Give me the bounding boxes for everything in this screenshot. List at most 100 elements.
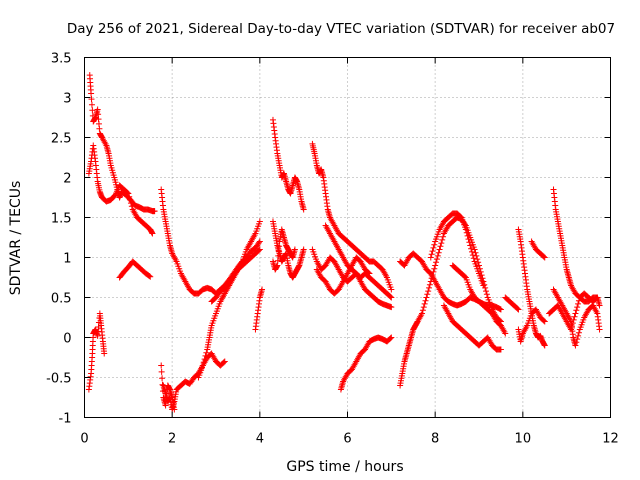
data-point bbox=[426, 281, 433, 288]
series-s17 bbox=[313, 254, 373, 297]
data-point bbox=[596, 302, 603, 309]
data-point bbox=[572, 342, 579, 349]
data-point bbox=[575, 300, 582, 307]
series-s12 bbox=[269, 218, 307, 281]
data-point bbox=[146, 273, 153, 280]
data-point bbox=[431, 241, 438, 248]
data-point bbox=[127, 200, 134, 207]
series-s10 bbox=[252, 286, 266, 333]
data-point bbox=[158, 362, 165, 369]
data-point bbox=[431, 265, 438, 272]
data-point bbox=[575, 332, 582, 339]
data-point bbox=[433, 259, 440, 266]
data-point bbox=[388, 294, 395, 301]
data-point bbox=[468, 245, 475, 252]
data-point bbox=[419, 307, 426, 314]
data-point bbox=[159, 381, 166, 388]
data-point bbox=[465, 236, 472, 243]
y-tick-label: -1 bbox=[59, 412, 72, 427]
x-tick-label: 4 bbox=[256, 432, 264, 447]
data-point bbox=[573, 339, 580, 346]
data-point bbox=[200, 359, 207, 366]
y-axis-label: SDTVAR / TECUs bbox=[8, 181, 24, 296]
data-point bbox=[480, 282, 487, 289]
data-point bbox=[461, 273, 468, 280]
series-s02 bbox=[85, 142, 156, 237]
data-point bbox=[388, 334, 395, 341]
data-point bbox=[573, 307, 580, 314]
data-point bbox=[570, 316, 577, 323]
data-point bbox=[387, 293, 394, 300]
data-point bbox=[256, 238, 263, 245]
series-s05 bbox=[158, 186, 263, 297]
series-s25 bbox=[515, 226, 548, 349]
series-s20 bbox=[397, 250, 504, 313]
y-tick-label: 1 bbox=[63, 252, 71, 267]
y-tick-label: 0 bbox=[63, 332, 71, 347]
data-point bbox=[126, 193, 133, 200]
series-s18 bbox=[337, 334, 395, 393]
data-point bbox=[158, 368, 165, 375]
data-point bbox=[463, 229, 470, 236]
data-point bbox=[462, 226, 469, 233]
x-tick-label: 10 bbox=[515, 432, 532, 447]
x-tick-label: 0 bbox=[80, 432, 88, 447]
data-point bbox=[421, 300, 428, 307]
data-point bbox=[125, 190, 132, 197]
data-point bbox=[594, 294, 601, 301]
data-point bbox=[429, 248, 436, 255]
data-point bbox=[88, 90, 95, 97]
data-point bbox=[427, 254, 434, 261]
data-point bbox=[438, 240, 445, 247]
data-point bbox=[127, 196, 134, 203]
data-point bbox=[256, 218, 263, 225]
data-point bbox=[171, 406, 178, 413]
data-point bbox=[497, 346, 504, 353]
data-point bbox=[430, 244, 437, 251]
data-point bbox=[159, 375, 166, 382]
data-point bbox=[572, 310, 579, 317]
data-point bbox=[436, 246, 443, 253]
y-tick-label: 0.5 bbox=[51, 292, 72, 307]
data-point bbox=[259, 286, 266, 293]
data-point bbox=[300, 246, 307, 253]
data-point bbox=[569, 320, 576, 327]
data-point bbox=[291, 246, 298, 253]
data-point bbox=[422, 297, 429, 304]
data-point bbox=[300, 206, 307, 213]
data-point bbox=[433, 256, 440, 263]
series-s04 bbox=[116, 258, 154, 281]
data-point bbox=[541, 254, 548, 261]
data-point bbox=[468, 248, 475, 255]
data-point bbox=[425, 288, 432, 295]
axis-ticks bbox=[84, 57, 611, 418]
data-point bbox=[424, 291, 431, 298]
y-tick-label: 2.5 bbox=[51, 132, 72, 147]
series-s26 bbox=[528, 238, 548, 261]
data-point bbox=[428, 251, 435, 258]
y-tick-label: 3.5 bbox=[51, 52, 72, 67]
data-point bbox=[201, 356, 208, 363]
data-point bbox=[568, 326, 575, 333]
data-point bbox=[440, 233, 447, 240]
data-point bbox=[457, 213, 464, 220]
series-s13 bbox=[269, 226, 298, 273]
series-s16 bbox=[322, 222, 395, 301]
y-tick-label: 2 bbox=[63, 172, 71, 187]
data-point bbox=[574, 336, 581, 343]
data-point bbox=[387, 335, 394, 342]
data-point bbox=[568, 323, 575, 330]
series-s22 bbox=[449, 262, 509, 337]
series-s03 bbox=[85, 310, 108, 393]
data-point bbox=[255, 247, 262, 254]
series-s30 bbox=[546, 290, 601, 333]
x-tick-label: 6 bbox=[343, 432, 351, 447]
data-point bbox=[476, 262, 482, 269]
data-point bbox=[515, 306, 522, 313]
data-point bbox=[124, 189, 131, 196]
series-s06 bbox=[160, 350, 228, 413]
data-point bbox=[366, 270, 373, 277]
data-point bbox=[203, 349, 210, 356]
data-point bbox=[202, 352, 209, 359]
data-point bbox=[128, 203, 135, 210]
